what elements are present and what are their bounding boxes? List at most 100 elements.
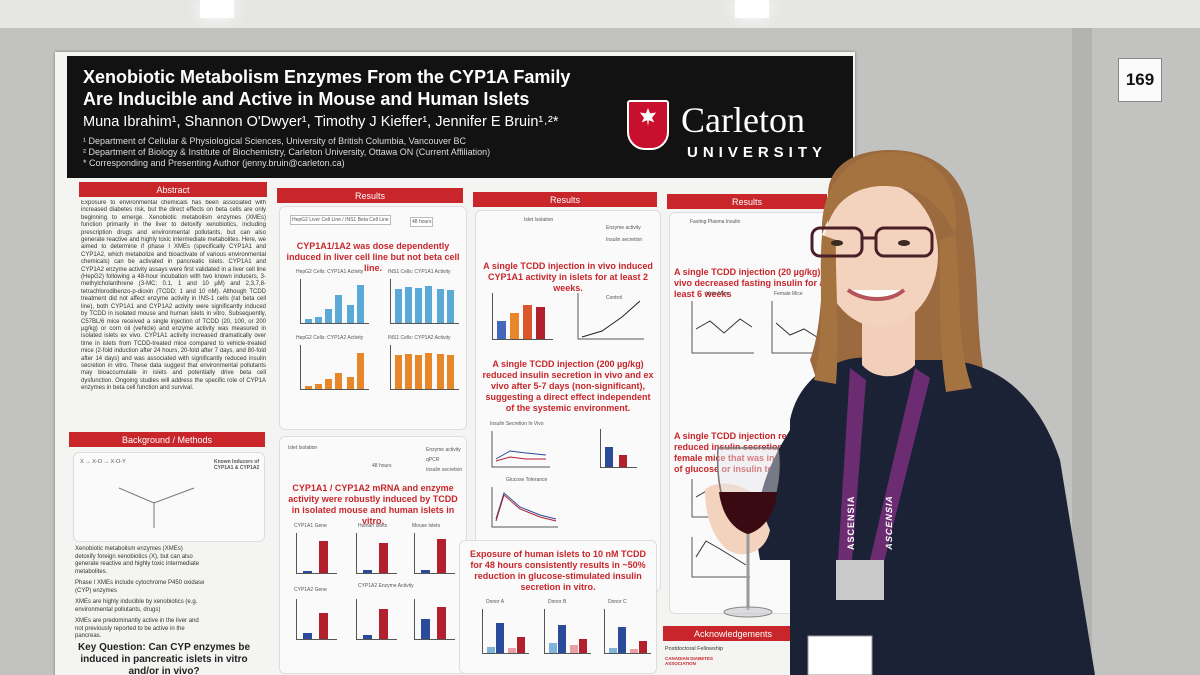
results-panel-liver: HepG2 Liver Cell Line / INS1 Beta Cell L…	[279, 206, 467, 430]
key-question: Key Question: Can CYP enzymes be induced…	[77, 642, 251, 675]
lanyard-text-left: ASCENSIA	[846, 495, 856, 550]
reactive-metabolite-label: X → X-O → X-O-Y	[80, 459, 126, 465]
enzyme-activity-label: Enzyme activity	[426, 447, 461, 453]
poster-authors: Muna Ibrahim¹, Shannon O'Dwyer¹, Timothy…	[83, 114, 559, 130]
qpcr-label: qPCR	[426, 457, 440, 463]
hours-box: 48 hours	[410, 217, 434, 227]
results-panel-human-islets: Exposure of human islets to 10 nM TCDD f…	[459, 540, 657, 674]
section-acknowledgements: Acknowledgements	[663, 626, 803, 641]
results-panel-islets: Islet Isolation 48 hours Enzyme activity…	[279, 436, 467, 674]
results-title-3: A single TCDD injection in vivo induced …	[483, 261, 653, 293]
section-results-1: Results	[277, 188, 463, 203]
gene-label-1: CYP1A1 Gene	[294, 523, 327, 529]
section-results-3: Results	[667, 194, 827, 209]
university-logo-name: Carleton	[681, 100, 805, 140]
mouse-label-1: Mouse Islets	[412, 523, 441, 529]
chart-label-a: HepG2 Cells: CYP1A1 Activity	[296, 269, 364, 275]
chart-donor-a	[482, 609, 529, 654]
known-inducers-label: Known Inducers of CYP1A1 & CYP1A2	[214, 459, 260, 471]
chart-exvivo	[600, 429, 637, 468]
cda-logo-text: CANADIAN DIABETES ASSOCIATION	[665, 656, 714, 666]
results-title-2: CYP1A1 / CYP1A2 mRNA and enzyme activity…	[288, 483, 458, 526]
results-title-4: A single TCDD injection (200 µg/kg) redu…	[482, 359, 654, 413]
background-bullets: Xenobiotic metabolism enzymes (XMEs) det…	[75, 546, 205, 641]
section-background: Background / Methods	[69, 432, 265, 447]
hair-right-strand	[939, 235, 972, 392]
chart-glucose-tolerance	[491, 487, 558, 528]
title-line-2: Are Inducible and Active in Mouse and Hu…	[83, 89, 530, 109]
section-results-2: Results	[473, 192, 657, 207]
gene-label-2: CYP1A2 Gene	[294, 587, 327, 593]
left-eye	[831, 240, 843, 246]
navy-sweater	[790, 357, 1095, 675]
glucose-tolerance-label: Glucose Tolerance	[506, 477, 548, 483]
chart-gene-1a1	[296, 533, 337, 574]
glasses-right-lens	[874, 226, 934, 258]
affiliation-2: ² Department of Biology & Institute of B…	[83, 147, 491, 157]
xme-pathway-arrows	[118, 487, 195, 528]
chart-label-b: INS1 Cells: CYP1A1 Activity	[388, 269, 451, 275]
ceiling-light	[200, 0, 234, 18]
booth-number: 169	[1118, 58, 1162, 102]
affiliation-1: ¹ Department of Cellular & Physiological…	[83, 136, 466, 146]
lanyard-left	[838, 368, 866, 560]
glasses-left-lens	[810, 226, 864, 258]
hair-left-strand	[814, 235, 838, 384]
chart-dose	[492, 293, 553, 340]
chart-d	[390, 345, 459, 390]
name-badge	[807, 635, 873, 675]
donor-a-label: Donor A	[486, 599, 505, 605]
wine-glass-base	[723, 606, 773, 618]
chart-insulin-invivo	[491, 431, 550, 468]
bullet-1: Xenobiotic metabolism enzymes (XMEs) det…	[75, 546, 200, 575]
results-title-5: Exposure of human islets to 10 nM TCDD f…	[469, 549, 647, 592]
title-line-1: Xenobiotic Metabolism Enzymes From the C…	[83, 67, 571, 87]
bullet-4: XMEs are predominantly active in the liv…	[75, 618, 199, 639]
board-pillar	[1072, 28, 1092, 675]
legend-control: Control	[606, 295, 623, 301]
chart-b	[390, 279, 459, 324]
abstract-text: Exposure to environmental chemicals has …	[81, 200, 266, 392]
lanyard-right	[870, 368, 930, 562]
cell-line-box: HepG2 Liver Cell Line / INS1 Beta Cell L…	[290, 215, 391, 225]
chart-c	[300, 345, 369, 390]
ceiling-light	[735, 0, 769, 18]
background-diagram: X → X-O → X-O-Y Known Inducers of CYP1A1…	[73, 452, 265, 542]
results-title-1: CYP1A1/1A2 was dose dependently induced …	[286, 241, 460, 273]
poster-header: Xenobiotic Metabolism Enzymes From the C…	[67, 56, 853, 178]
enzyme-label-2: CYP1A2 Enzyme Activity	[358, 583, 414, 589]
wine	[719, 492, 777, 534]
insulin-secretion-invivo-label: Insulin Secretion In Vivo	[490, 421, 544, 427]
university-logo-sub: UNIVERSITY	[687, 144, 828, 161]
sweater-sleeve	[756, 430, 820, 560]
chart-human-1a2	[356, 599, 397, 640]
results-title-6: A single TCDD injection (20 µg/kg) in vi…	[674, 267, 831, 299]
postdoc-fellowship: Postdoctoral Fellowship	[665, 646, 724, 652]
fasting-insulin-label: Fasting Plasma Insulin	[690, 219, 741, 225]
islet-isolation-label: Islet Isolation	[288, 445, 318, 451]
female-mice-label: Female Mice	[774, 291, 803, 297]
donor-b-label: Donor B	[548, 599, 567, 605]
research-poster: Xenobiotic Metabolism Enzymes From the C…	[55, 52, 855, 675]
chart-gene-1a2	[296, 599, 337, 640]
islet-isolation-label-2: Islet Isolation	[524, 217, 554, 223]
smile	[846, 288, 906, 301]
chart-label-c: HepG2 Cells: CYP1A2 Activity	[296, 335, 364, 341]
enzyme-activity-label-2: Enzyme activity	[606, 225, 641, 231]
chart-donor-c	[604, 609, 651, 654]
affiliation-3: * Corresponding and Presenting Author (j…	[83, 158, 345, 168]
results-title-7: A single TCDD injection resulted in redu…	[674, 431, 824, 474]
chart-human-1a1	[356, 533, 397, 574]
chart-donor-b	[544, 609, 591, 654]
hair-fringe	[821, 152, 957, 235]
bullet-2: Phase I XMEs include cytochrome P450 oxi…	[75, 580, 205, 594]
chart-days-line	[577, 293, 644, 340]
bullet-3: XMEs are highly inducible by xenobiotics…	[75, 599, 198, 613]
poster-affiliations: ¹ Department of Cellular & Physiological…	[83, 136, 490, 169]
right-eye	[898, 240, 910, 246]
section-abstract: Abstract	[79, 182, 267, 197]
chart-mouse-1a2	[414, 599, 455, 640]
chart-label-d: INS1 Cells: CYP1A2 Activity	[388, 335, 451, 341]
insulin-secretion-label: Insulin secretion	[426, 467, 463, 473]
